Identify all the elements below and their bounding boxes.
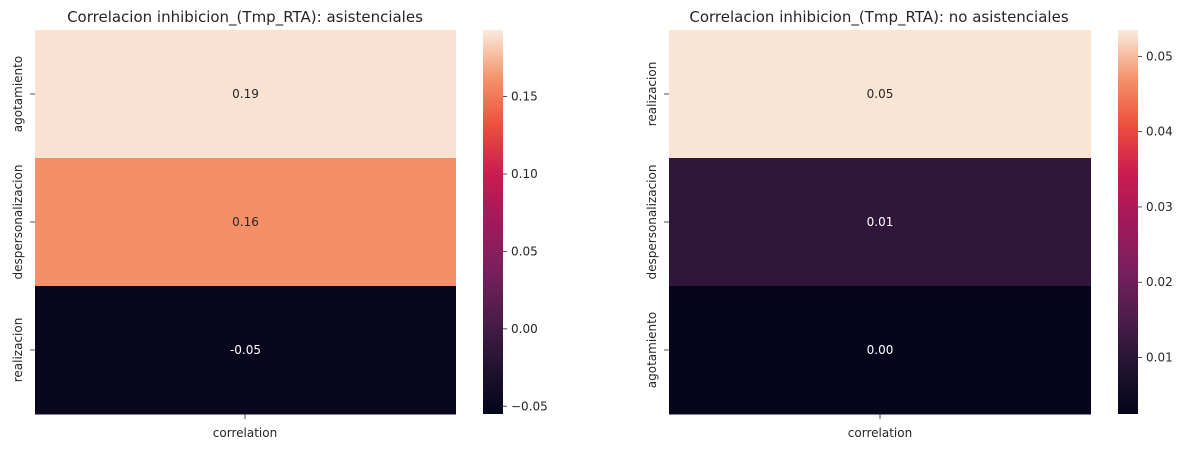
- colorbar-tick-label: 0.02: [1146, 275, 1173, 289]
- colorbar-tick-label: −0.05: [511, 399, 548, 413]
- heatmap-cell: [35, 30, 456, 159]
- y-tick-label: realizacion: [11, 318, 25, 383]
- chart-title: Correlacion inhibicion_(Tmp_RTA): no asi…: [689, 8, 1068, 27]
- cell-value-label: 0.05: [867, 87, 894, 101]
- colorbar-tick-label: 0.00: [511, 322, 538, 336]
- chart-title: Correlacion inhibicion_(Tmp_RTA): asiste…: [67, 8, 423, 27]
- heatmap-cell: [669, 286, 1091, 415]
- x-tick-label: correlation: [848, 426, 912, 440]
- y-tick-label: agotamiento: [11, 56, 25, 132]
- colorbar-tick-label: 0.15: [511, 90, 538, 104]
- y-tick-label: agotamiento: [645, 312, 659, 388]
- heatmap-no-asistenciales: Correlacion inhibicion_(Tmp_RTA): no asi…: [645, 8, 1173, 440]
- y-tick-label: despersonalizacion: [645, 165, 659, 280]
- colorbar: [483, 30, 503, 414]
- cell-value-label: 0.19: [232, 87, 259, 101]
- colorbar-tick-label: 0.04: [1146, 125, 1173, 139]
- colorbar-tick-label: 0.01: [1146, 351, 1173, 365]
- colorbar: [1118, 30, 1138, 414]
- cell-value-label: 0.01: [867, 215, 894, 229]
- heatmap-cell: [669, 30, 1091, 159]
- y-tick-label: realizacion: [645, 62, 659, 127]
- x-tick-label: correlation: [213, 426, 277, 440]
- heatmap-cell: [35, 158, 456, 287]
- colorbar-tick-label: 0.05: [1146, 49, 1173, 63]
- heatmap-asistenciales: Correlacion inhibicion_(Tmp_RTA): asiste…: [11, 8, 548, 440]
- heatmap-cell: [669, 158, 1091, 287]
- cell-value-label: 0.00: [867, 343, 894, 357]
- cell-value-label: 0.16: [232, 215, 259, 229]
- colorbar-tick-label: 0.05: [511, 244, 538, 258]
- y-tick-label: despersonalizacion: [11, 165, 25, 280]
- colorbar-tick-label: 0.03: [1146, 200, 1173, 214]
- heatmap-cell: [35, 286, 456, 415]
- cell-value-label: -0.05: [230, 343, 261, 357]
- colorbar-tick-label: 0.10: [511, 167, 538, 181]
